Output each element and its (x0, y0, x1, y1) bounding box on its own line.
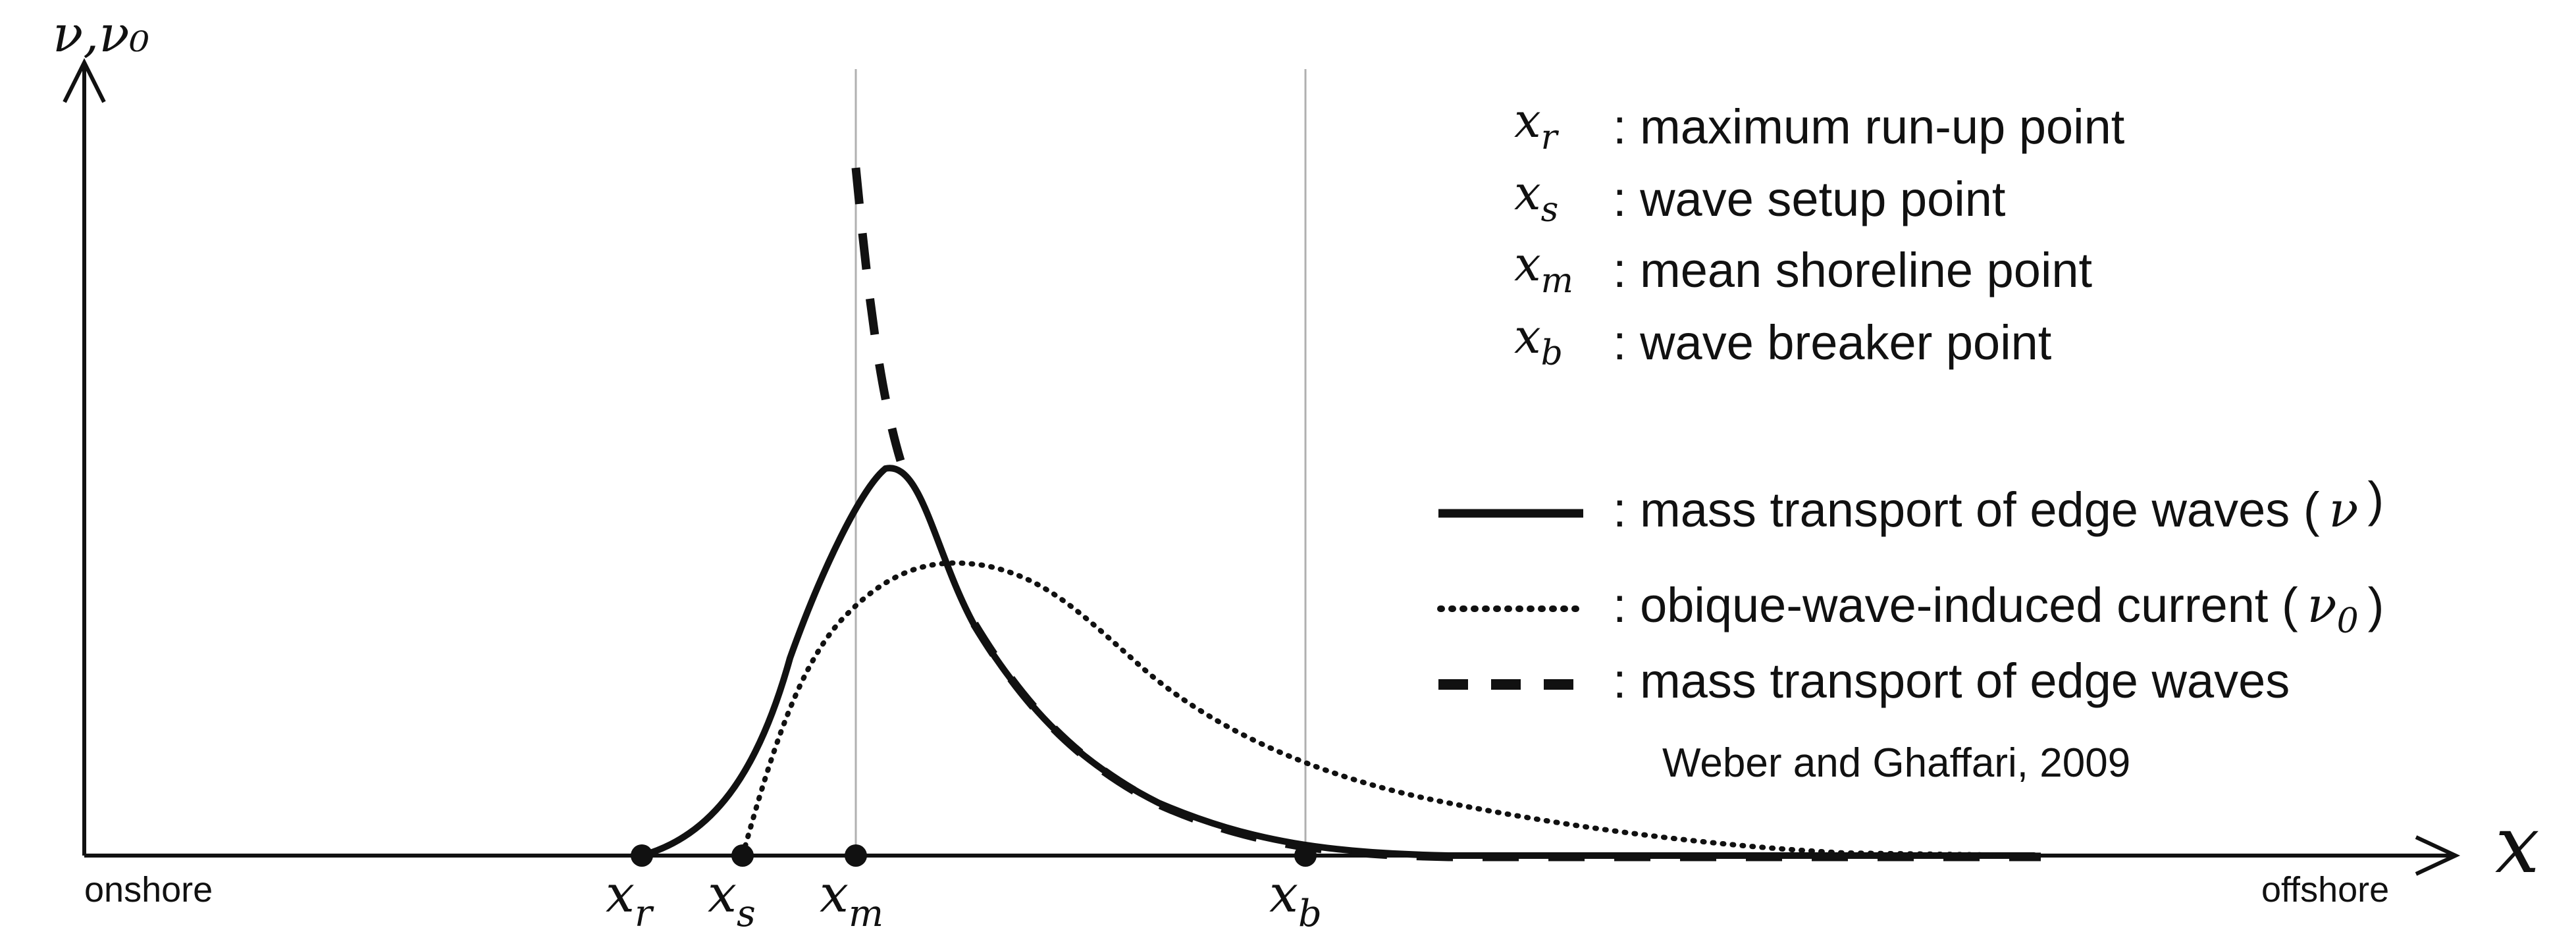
onshore-label: onshore (84, 870, 213, 910)
curve-dashed-edge-wave-transport (851, 167, 2041, 861)
point-xm (845, 844, 867, 867)
x-axis-label: x (2495, 800, 2540, 891)
legend-symbol-xs: xs (1514, 165, 1558, 230)
point-legend: xr : maximum run-up point xs : wave setu… (1514, 93, 2125, 373)
y-axis-label: ν,ν₀ (53, 5, 149, 63)
point-xb (1294, 844, 1317, 867)
offshore-label: offshore (2261, 870, 2389, 910)
legend-desc-xm: : mean shoreline point (1613, 243, 2093, 297)
x-axis-arrow (2415, 835, 2461, 876)
legend-entry-solid: : mass transport of edge waves (ν) (1613, 472, 2384, 538)
legend-entry-dotted: : obique-wave-induced current (ν0) (1613, 577, 2384, 641)
legend-desc-xb: : wave breaker point (1613, 315, 2052, 370)
point-label-xr: xr (606, 865, 654, 935)
point-label-xs: xs (708, 865, 756, 935)
legend-symbol-xb: xb (1514, 309, 1563, 373)
legend-symbol-xr: xr (1514, 93, 1560, 157)
y-axis-arrow (63, 58, 106, 103)
point-label-xb: xb (1269, 865, 1322, 935)
point-xr (631, 844, 653, 867)
legend-entry-dashed: : mass transport of edge waves (1613, 654, 2290, 708)
curve-dotted-oblique-current (740, 560, 2043, 858)
point-xs (731, 844, 754, 867)
curve-legend: : mass transport of edge waves (ν) : obi… (1437, 472, 2384, 786)
legend-desc-xs: : wave setup point (1613, 172, 2006, 226)
legend-symbol-xm: xm (1514, 236, 1573, 301)
legend-desc-xr: : maximum run-up point (1613, 99, 2125, 154)
citation: Weber and Ghaffari, 2009 (1662, 740, 2130, 786)
point-label-xm: xm (820, 865, 883, 935)
